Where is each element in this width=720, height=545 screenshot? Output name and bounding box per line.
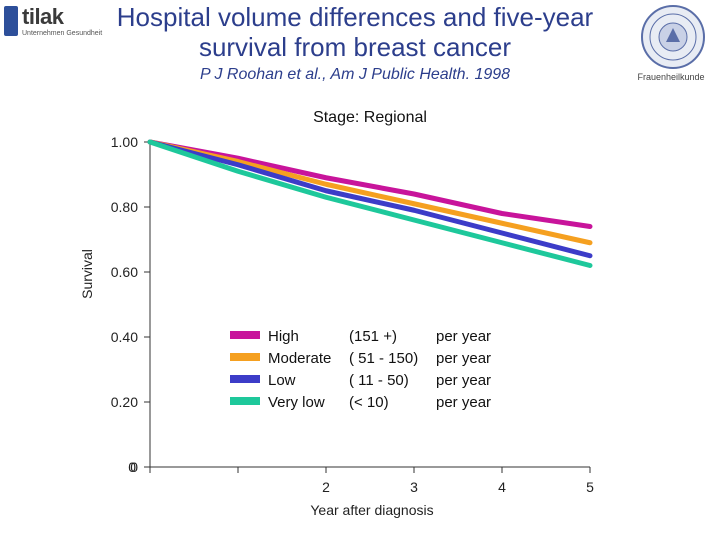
y-tick-label: 0.40 [111,329,138,345]
chart-title: Stage: Regional [313,109,427,126]
legend-label-0-2: per year [436,328,491,345]
y-tick-label: 1.00 [111,134,138,150]
legend-label-1-0: Moderate [268,350,331,367]
slide-header: tilak Unternehmen Gesundheit Hospital vo… [0,0,720,86]
legend-label-3-0: Very low [268,394,325,411]
x-origin-label: 0 [128,459,136,475]
x-tick-label: 2 [322,479,330,495]
tilak-logo-tagline: Unternehmen Gesundheit [22,30,103,37]
legend-label-3-2: per year [436,394,491,411]
x-tick-label: 4 [498,479,506,495]
legend-label-0-0: High [268,328,299,345]
legend-swatch-0 [230,331,260,339]
series-line-3 [147,139,593,268]
series-line-1 [147,139,593,246]
tilak-logo-word: tilak [22,4,64,29]
legend-swatch-1 [230,353,260,361]
y-tick-label: 0.60 [111,264,138,280]
slide-title: Hospital volume differences and five-yea… [116,2,594,62]
seal-caption: Frauenheilkunde [637,72,705,82]
legend-label-3-1: (< 10) [349,394,389,411]
x-tick-label: 5 [586,479,594,495]
y-tick-label: 0.20 [111,394,138,410]
y-tick-label: 0 [130,459,138,475]
survival-chart: 1.00 0.80 0.60 0.40 0.20 0 2 3 4 5 0 High (151 +) pe… [78,94,611,540]
chart-series [147,139,593,268]
tilak-logo-mark-icon [4,6,18,36]
tilak-logo: tilak Unternehmen Gesundheit [4,4,102,40]
y-axis-label: Survival [79,249,95,299]
university-seal-icon [641,5,705,69]
legend-swatch-3 [230,397,260,405]
y-tick-label: 0.80 [111,199,138,215]
legend-swatch-2 [230,375,260,383]
x-axis-label: Year after diagnosis [310,502,433,518]
series-line-0 [147,139,593,229]
x-tick-label: 3 [410,479,418,495]
legend-label-1-1: ( 51 - 150) [349,350,418,367]
legend-label-1-2: per year [436,350,491,367]
legend-label-2-2: per year [436,372,491,389]
legend-label-2-0: Low [268,372,296,389]
legend-label-2-1: ( 11 - 50) [349,372,409,389]
legend-label-0-1: (151 +) [349,328,397,345]
slide-subtitle: P J Roohan et al., Am J Public Health. 1… [199,66,511,83]
chart-legend: High (151 +) per year Moderate ( 51 - 150) pe… [230,328,491,411]
chart-background [92,94,611,540]
series-line-2 [147,139,593,259]
